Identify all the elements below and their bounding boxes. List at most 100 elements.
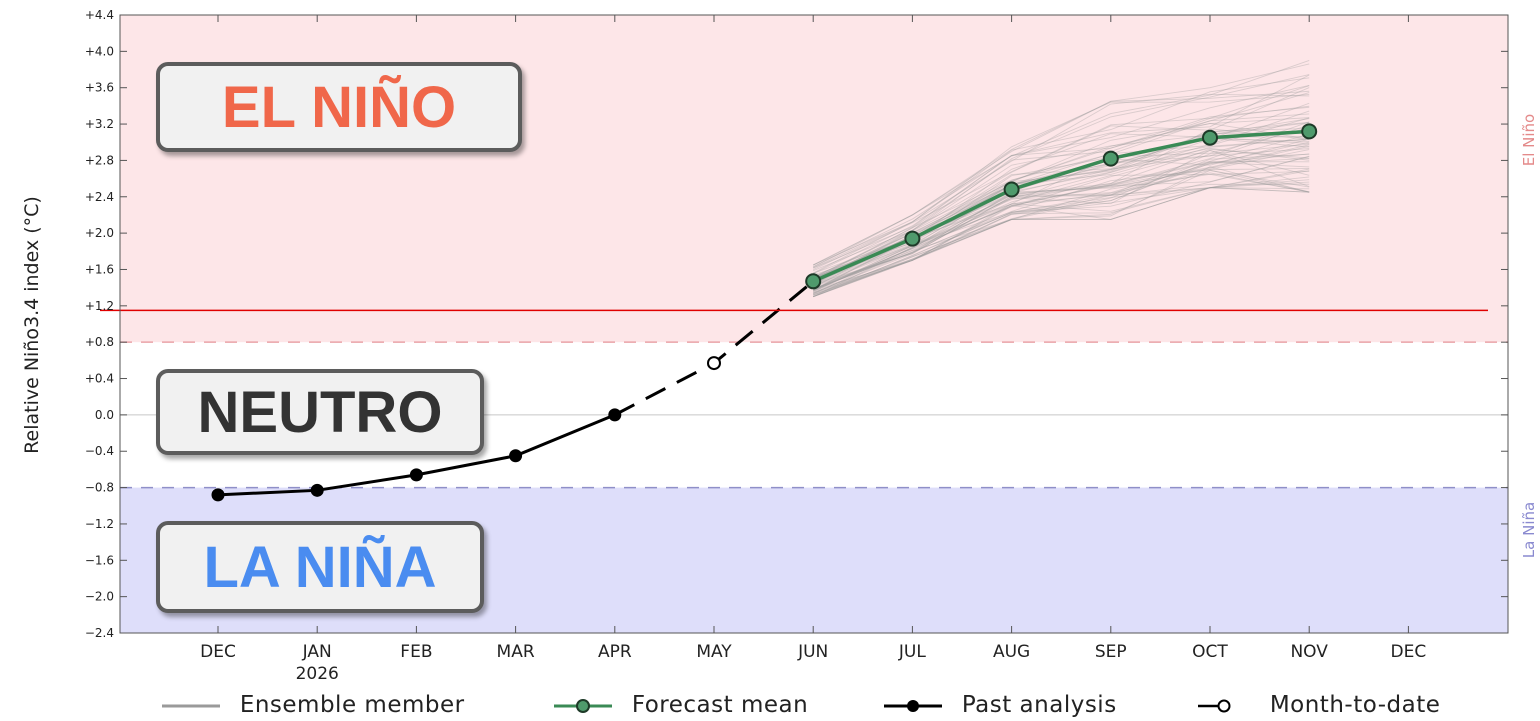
la-nina-badge: LA NIÑA bbox=[156, 521, 484, 613]
ensemble-member-line bbox=[813, 141, 1310, 287]
x-tick-label: NOV bbox=[1290, 642, 1328, 662]
ensemble-member-line bbox=[812, 60, 1310, 266]
ensemble-member-line bbox=[812, 122, 1310, 283]
forecast-mean-point bbox=[904, 230, 921, 247]
x-tick-label: MAR bbox=[497, 642, 535, 662]
ensemble-member-line bbox=[813, 85, 1310, 270]
axes: +4.4 +4.0 +3.6 +3.2 +2.8 +2.4 +2.0 +1.6 +1.2 +0.8… bbox=[85, 8, 1509, 684]
el-nino-badge: EL NIÑO bbox=[156, 62, 522, 152]
ensemble-member-line bbox=[813, 149, 1310, 292]
ensemble-member-line bbox=[813, 110, 1310, 279]
ensemble-member-line bbox=[813, 170, 1310, 296]
ensemble-member-line bbox=[813, 157, 1310, 294]
y-tick-label: +0.4 bbox=[85, 372, 114, 386]
y-tick-label: +2.8 bbox=[85, 153, 114, 167]
x-tick-sublabel: 2026 bbox=[296, 664, 339, 684]
ensemble-member-line bbox=[813, 87, 1310, 272]
ensemble-member-line bbox=[812, 161, 1310, 298]
ensemble-member-line bbox=[813, 169, 1310, 294]
plot-frame bbox=[119, 14, 1509, 634]
y-tick-label: −0.8 bbox=[85, 481, 114, 495]
ensemble-member-line bbox=[813, 168, 1310, 296]
ensemble-member-line bbox=[813, 183, 1310, 294]
ensemble-member-line bbox=[813, 93, 1310, 269]
ensemble-member-line bbox=[813, 137, 1310, 281]
ensemble-member-line bbox=[813, 176, 1310, 290]
ensemble-member-line bbox=[813, 138, 1310, 290]
ensemble-member-line bbox=[812, 128, 1310, 288]
legend-label: Ensemble member bbox=[239, 692, 465, 718]
ensemble-member-line bbox=[812, 122, 1310, 286]
y-tick-label: +4.0 bbox=[85, 44, 114, 58]
series-markers bbox=[211, 123, 1318, 502]
past-analysis-point bbox=[211, 488, 225, 502]
forecast-legend-icon bbox=[554, 698, 612, 713]
past-legend-icon bbox=[884, 699, 942, 712]
x-tick-label: JAN bbox=[302, 642, 332, 662]
x-tick-label: JUN bbox=[797, 642, 828, 662]
forecast-mean-point bbox=[805, 273, 822, 290]
ensemble-member-line bbox=[813, 179, 1310, 293]
ensemble-member-line bbox=[813, 153, 1310, 297]
past-analysis-point bbox=[509, 449, 523, 463]
past-analysis-point bbox=[608, 408, 622, 422]
ensemble-member-line bbox=[813, 124, 1310, 290]
x-tick-label: DEC bbox=[200, 642, 236, 662]
y-tick-label: +1.2 bbox=[85, 299, 114, 313]
ensemble-member-line bbox=[813, 170, 1310, 295]
ensemble-member-line bbox=[812, 113, 1310, 281]
y-tick-label: 0.0 bbox=[95, 408, 114, 422]
ensemble-member-line bbox=[812, 77, 1310, 274]
x-tick-label: JUL bbox=[898, 642, 926, 662]
ensemble-member-line bbox=[813, 150, 1310, 283]
x-tick-label: APR bbox=[598, 642, 632, 662]
y-tick-label: +2.0 bbox=[85, 226, 114, 240]
ensemble-member-line bbox=[813, 172, 1310, 298]
y-tick-label: +2.4 bbox=[85, 190, 114, 204]
ensemble-member-line bbox=[813, 132, 1310, 283]
y-tick-label: −0.4 bbox=[85, 444, 114, 458]
x-tick-label: OCT bbox=[1192, 642, 1228, 662]
legend-label: Forecast mean bbox=[631, 692, 809, 718]
legend-forecast: Forecast mean bbox=[552, 692, 808, 718]
ensemble-member-line bbox=[812, 147, 1310, 291]
past-analysis-point bbox=[409, 468, 423, 482]
x-tick-label: SEP bbox=[1095, 642, 1127, 662]
neutro-badge: NEUTRO bbox=[156, 369, 484, 455]
ensemble-member-line bbox=[813, 121, 1310, 278]
ensemble-legend-icon bbox=[162, 704, 220, 707]
legend-month-to-date: Month-to-date bbox=[1196, 692, 1440, 718]
legend-label: Past analysis bbox=[961, 692, 1117, 718]
ensemble-member-line bbox=[813, 74, 1310, 269]
month-to-date-point bbox=[707, 356, 721, 371]
ensemble-member-line bbox=[813, 106, 1310, 275]
y-tick-label: +3.2 bbox=[85, 117, 114, 131]
x-tick-label: DEC bbox=[1391, 642, 1427, 662]
ensemble-member-line bbox=[813, 127, 1310, 285]
y-tick-label: −2.0 bbox=[85, 590, 114, 604]
ensemble-member-line bbox=[813, 93, 1310, 266]
legend-ensemble: Ensemble member bbox=[160, 692, 465, 718]
ensemble-member-line bbox=[813, 187, 1310, 298]
legend-label: Month-to-date bbox=[1269, 692, 1441, 718]
ensemble-member-line bbox=[813, 173, 1310, 295]
ensemble-member-line bbox=[813, 118, 1310, 278]
ensemble-member-line bbox=[813, 149, 1310, 291]
x-tick-label: FEB bbox=[400, 642, 432, 662]
ensemble-member-line bbox=[813, 156, 1310, 290]
y-tick-label: +3.6 bbox=[85, 81, 114, 95]
ensemble-member-line bbox=[813, 166, 1310, 291]
y-axis-label: Relative Niño3.4 index (°C) bbox=[21, 196, 43, 454]
ensemble-member-line bbox=[813, 92, 1310, 274]
ensemble-member-line bbox=[813, 161, 1310, 298]
x-tick-label: MAY bbox=[696, 642, 732, 662]
ensemble-member-line bbox=[813, 145, 1310, 288]
past-analysis-point bbox=[310, 483, 324, 497]
ensemble-member-line bbox=[813, 187, 1310, 297]
la-nina-side-label: La Niña bbox=[1520, 502, 1538, 558]
y-tick-label: −2.4 bbox=[85, 626, 114, 640]
forecast-mean-point bbox=[1102, 150, 1119, 167]
legend-past: Past analysis bbox=[882, 692, 1117, 718]
forecast-mean-point bbox=[1301, 123, 1318, 140]
ensemble-member-line bbox=[813, 138, 1310, 276]
